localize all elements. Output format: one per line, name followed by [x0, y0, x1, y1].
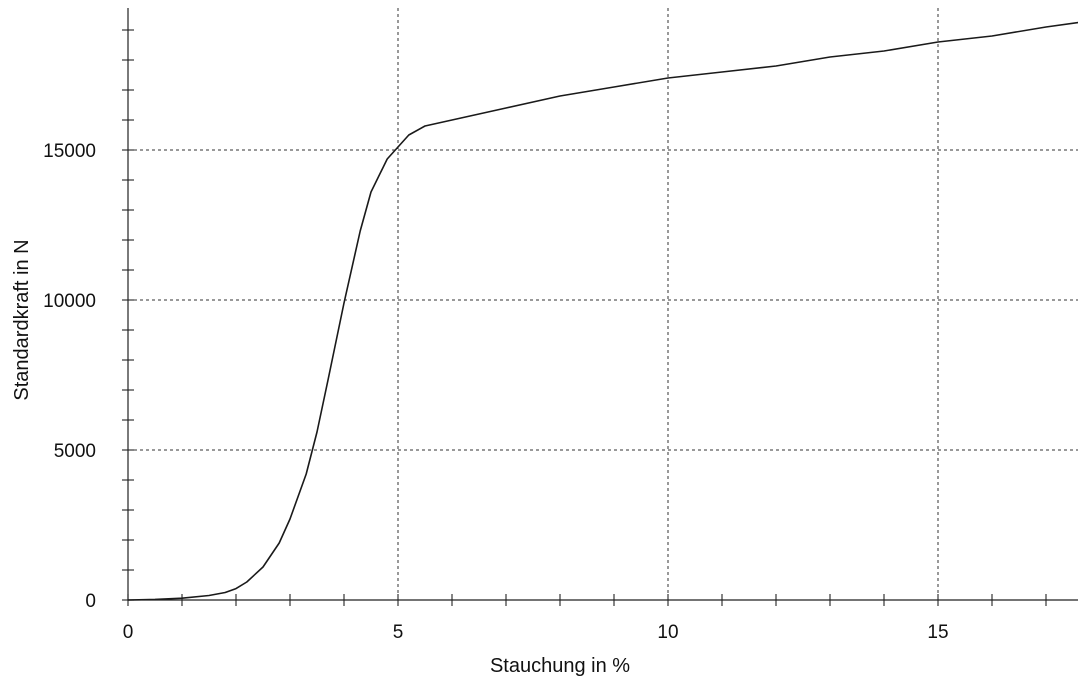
series-line [127, 21, 1078, 601]
x-tick-label: 0 [123, 622, 134, 643]
grid-lines [128, 8, 1078, 600]
series-layer [127, 21, 1078, 601]
axes [127, 8, 1078, 601]
x-tick-label: 15 [927, 622, 948, 643]
x-axis-title: Stauchung in % [490, 655, 630, 677]
tick-marks [122, 29, 1047, 606]
y-tick-label: 0 [85, 591, 96, 612]
y-tick-label: 10000 [43, 291, 96, 312]
y-tick-label: 15000 [43, 141, 96, 162]
y-axis-title: Standardkraft in N [11, 239, 33, 400]
tick-labels: 0 5 10 15 0 5000 10000 15000 [43, 141, 948, 643]
y-tick-label: 5000 [54, 441, 96, 462]
x-tick-label: 10 [657, 622, 678, 643]
x-tick-label: 5 [393, 622, 404, 643]
